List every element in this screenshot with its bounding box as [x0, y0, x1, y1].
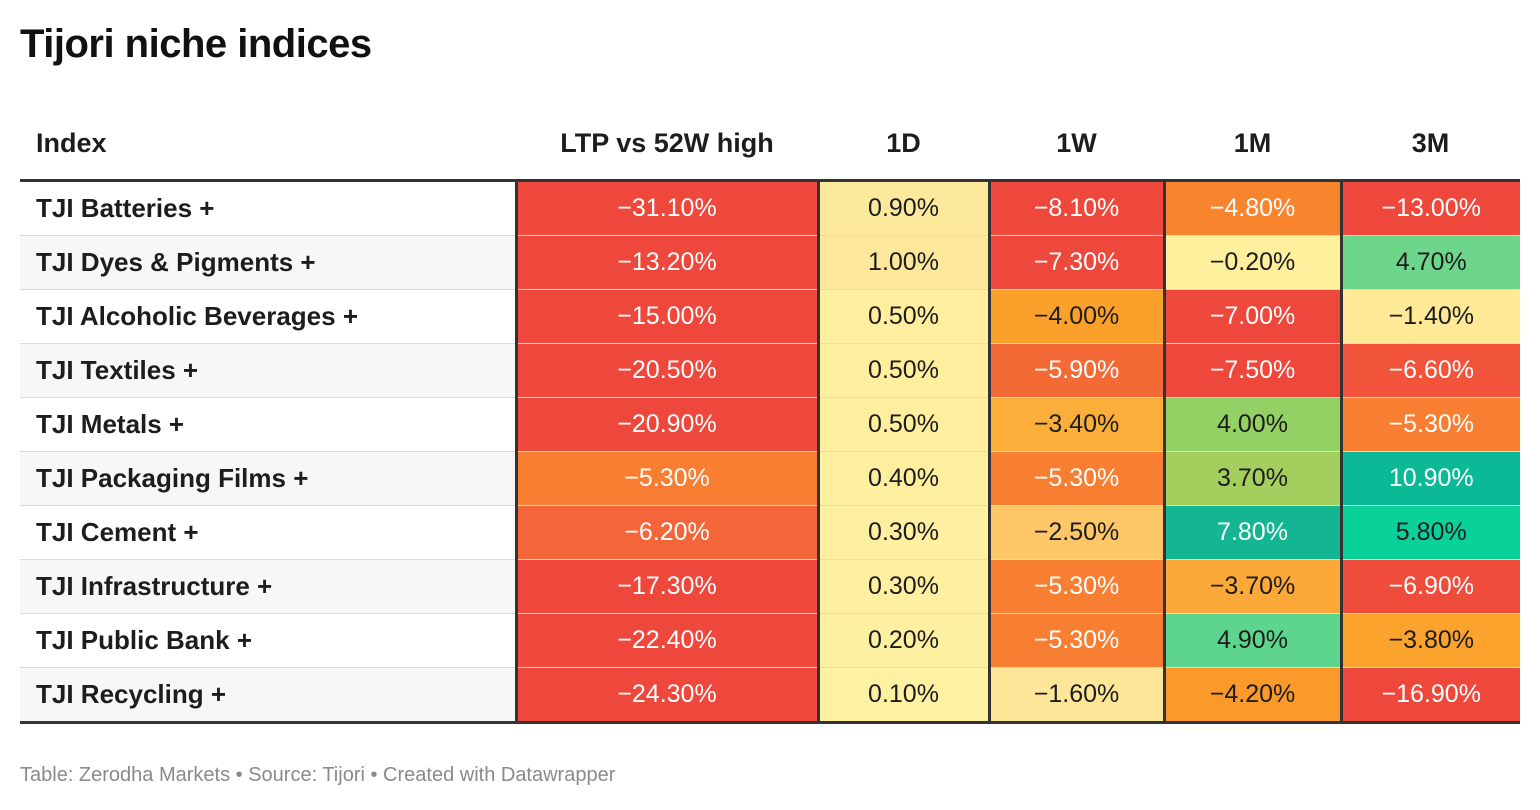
- value-cell-1m: 3.70%: [1162, 451, 1341, 506]
- value-cell-ltp-vs-52w-high: −6.20%: [514, 505, 818, 560]
- value-cell-1w: −3.40%: [987, 397, 1164, 452]
- value-cell-3m: −1.40%: [1339, 289, 1520, 344]
- value-cell-1d: 0.50%: [816, 343, 989, 398]
- chart-title: Tijori niche indices: [20, 22, 372, 66]
- header-row: Index LTP vs 52W high 1D 1W 1M 3M: [20, 108, 1520, 182]
- value-cell-ltp-vs-52w-high: −20.90%: [514, 397, 818, 452]
- value-cell-1d: 0.20%: [816, 613, 989, 668]
- column-header-1m[interactable]: 1M: [1164, 108, 1341, 182]
- index-name-cell: TJI Cement +: [20, 505, 516, 560]
- value-cell-1d: 0.50%: [816, 289, 989, 344]
- index-name-cell: TJI Metals +: [20, 397, 516, 452]
- footer-credit: Table: Zerodha Markets • Source: Tijori …: [20, 764, 616, 786]
- value-cell-1m: −0.20%: [1162, 235, 1341, 290]
- index-name-cell: TJI Packaging Films +: [20, 451, 516, 506]
- value-cell-1m: 7.80%: [1162, 505, 1341, 560]
- column-header-index[interactable]: Index: [20, 108, 516, 182]
- column-header-ltp-vs-52w-high[interactable]: LTP vs 52W high: [516, 108, 818, 182]
- table-row: TJI Recycling + −24.30% 0.10% −1.60% −4.20% −…: [20, 667, 1520, 724]
- value-cell-3m: −13.00%: [1339, 180, 1520, 236]
- heatmap-table: Index LTP vs 52W high 1D 1W 1M 3M TJI Ba…: [20, 108, 1520, 724]
- table-body: TJI Batteries + −31.10% 0.90% −8.10% −4.80% −…: [20, 180, 1520, 724]
- value-cell-1w: −5.30%: [987, 451, 1164, 506]
- value-cell-1m: −4.20%: [1162, 667, 1341, 724]
- table-row: TJI Dyes & Pigments + −13.20% 1.00% −7.30% −…: [20, 235, 1520, 290]
- value-cell-ltp-vs-52w-high: −13.20%: [514, 235, 818, 290]
- value-cell-1w: −5.90%: [987, 343, 1164, 398]
- table-row: TJI Alcoholic Beverages + −15.00% 0.50% −4.…: [20, 289, 1520, 344]
- value-cell-1w: −1.60%: [987, 667, 1164, 724]
- value-cell-ltp-vs-52w-high: −15.00%: [514, 289, 818, 344]
- index-name-cell: TJI Public Bank +: [20, 613, 516, 668]
- table-row: TJI Public Bank + −22.40% 0.20% −5.30% 4.90%…: [20, 613, 1520, 668]
- value-cell-1m: −3.70%: [1162, 559, 1341, 614]
- value-cell-1m: 4.00%: [1162, 397, 1341, 452]
- value-cell-3m: −3.80%: [1339, 613, 1520, 668]
- value-cell-1m: −4.80%: [1162, 180, 1341, 236]
- value-cell-1d: 0.50%: [816, 397, 989, 452]
- value-cell-1m: −7.50%: [1162, 343, 1341, 398]
- value-cell-1w: −4.00%: [987, 289, 1164, 344]
- value-cell-3m: 5.80%: [1339, 505, 1520, 560]
- column-header-1d[interactable]: 1D: [818, 108, 989, 182]
- value-cell-1m: −7.00%: [1162, 289, 1341, 344]
- value-cell-3m: −16.90%: [1339, 667, 1520, 724]
- value-cell-1d: 0.30%: [816, 559, 989, 614]
- value-cell-ltp-vs-52w-high: −17.30%: [514, 559, 818, 614]
- index-name-cell: TJI Batteries +: [20, 180, 516, 236]
- column-header-1w[interactable]: 1W: [989, 108, 1164, 182]
- index-name-cell: TJI Dyes & Pigments +: [20, 235, 516, 290]
- index-name-cell: TJI Alcoholic Beverages +: [20, 289, 516, 344]
- table-row: TJI Packaging Films + −5.30% 0.40% −5.30% 3.…: [20, 451, 1520, 506]
- value-cell-ltp-vs-52w-high: −31.10%: [514, 180, 818, 236]
- value-cell-ltp-vs-52w-high: −20.50%: [514, 343, 818, 398]
- value-cell-3m: −6.60%: [1339, 343, 1520, 398]
- value-cell-1w: −7.30%: [987, 235, 1164, 290]
- value-cell-1d: 0.40%: [816, 451, 989, 506]
- value-cell-3m: −5.30%: [1339, 397, 1520, 452]
- value-cell-1d: 0.90%: [816, 180, 989, 236]
- value-cell-1d: 1.00%: [816, 235, 989, 290]
- index-name-cell: TJI Textiles +: [20, 343, 516, 398]
- value-cell-ltp-vs-52w-high: −5.30%: [514, 451, 818, 506]
- value-cell-3m: 10.90%: [1339, 451, 1520, 506]
- value-cell-1m: 4.90%: [1162, 613, 1341, 668]
- value-cell-1w: −2.50%: [987, 505, 1164, 560]
- value-cell-ltp-vs-52w-high: −22.40%: [514, 613, 818, 668]
- value-cell-3m: −6.90%: [1339, 559, 1520, 614]
- value-cell-1w: −8.10%: [987, 180, 1164, 236]
- value-cell-1d: 0.10%: [816, 667, 989, 724]
- value-cell-1w: −5.30%: [987, 559, 1164, 614]
- table-row: TJI Batteries + −31.10% 0.90% −8.10% −4.80% −…: [20, 180, 1520, 236]
- column-header-3m[interactable]: 3M: [1341, 108, 1520, 182]
- value-cell-3m: 4.70%: [1339, 235, 1520, 290]
- table-row: TJI Textiles + −20.50% 0.50% −5.90% −7.50% −6…: [20, 343, 1520, 398]
- table-row: TJI Infrastructure + −17.30% 0.30% −5.30% −3…: [20, 559, 1520, 614]
- value-cell-1d: 0.30%: [816, 505, 989, 560]
- index-name-cell: TJI Recycling +: [20, 667, 516, 724]
- index-name-cell: TJI Infrastructure +: [20, 559, 516, 614]
- value-cell-ltp-vs-52w-high: −24.30%: [514, 667, 818, 724]
- table-row: TJI Cement + −6.20% 0.30% −2.50% 7.80% 5.80%: [20, 505, 1520, 560]
- table-row: TJI Metals + −20.90% 0.50% −3.40% 4.00% −5.30…: [20, 397, 1520, 452]
- value-cell-1w: −5.30%: [987, 613, 1164, 668]
